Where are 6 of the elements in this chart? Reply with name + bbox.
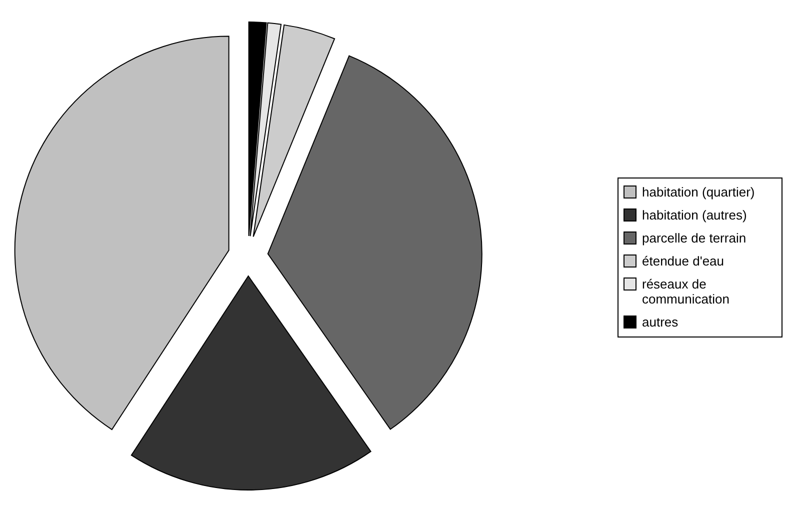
legend-label: étendue d'eau [642,254,724,268]
legend-label: habitation (quartier) [642,184,755,200]
legend-label: habitation (autres) [642,208,747,222]
legend-label: autres [642,314,679,330]
legend-label: réseaux de communication [642,276,730,306]
legend-label: parcelle de terrain [642,230,746,246]
